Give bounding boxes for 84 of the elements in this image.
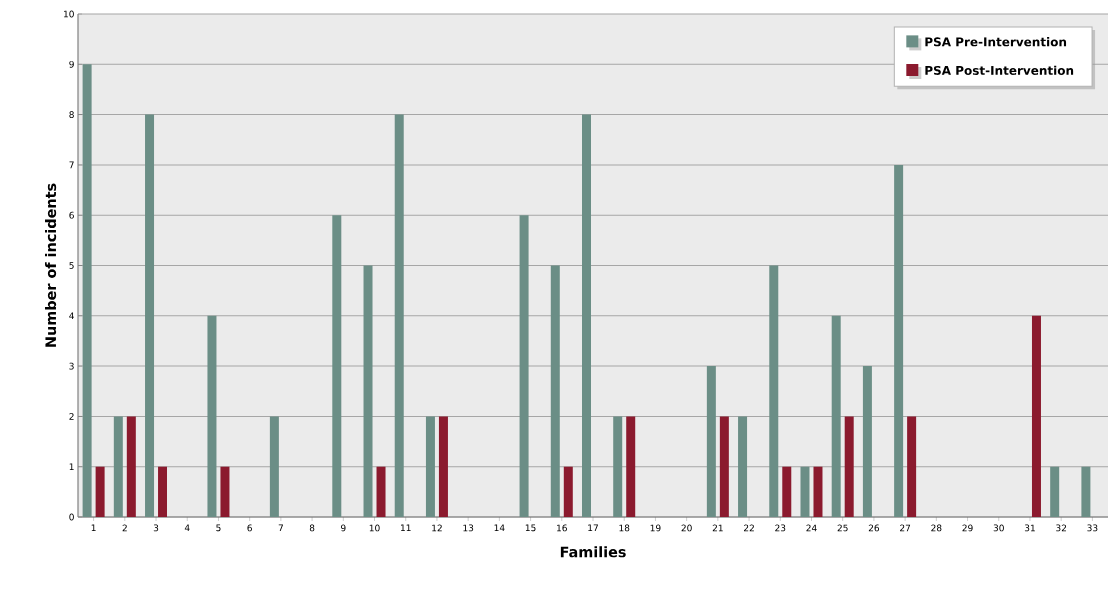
x-tick-label: 9: [341, 524, 346, 532]
x-tick-label: 32: [1056, 524, 1067, 532]
x-tick-label: 2: [122, 524, 127, 532]
bar: [894, 164, 904, 517]
bar: [113, 416, 123, 517]
bar: [363, 265, 373, 517]
bar: [782, 466, 792, 517]
bar: [706, 366, 716, 517]
bar: [425, 416, 435, 517]
x-tick-label: 6: [247, 524, 252, 532]
x-axis-title: Families: [560, 546, 626, 558]
x-tick-label: 21: [712, 524, 723, 532]
y-tick-label: 6: [69, 211, 74, 219]
legend-label: PSA Pre-Intervention: [925, 37, 1067, 47]
x-tick-label: 29: [962, 524, 973, 532]
x-tick-label: 10: [369, 524, 380, 532]
bar: [158, 466, 168, 517]
x-tick-label: 20: [681, 524, 692, 532]
bar: [907, 416, 917, 517]
x-tick-label: 8: [309, 524, 315, 532]
bar: [394, 114, 404, 517]
x-tick-label: 17: [588, 524, 598, 532]
bar: [376, 466, 386, 517]
x-tick-label: 31: [1024, 524, 1035, 532]
bar: [519, 215, 529, 517]
bar: [769, 265, 779, 517]
x-tick-label: 26: [868, 524, 880, 532]
bar: [438, 416, 448, 517]
x-tick-label: 1: [91, 524, 96, 532]
bar: [719, 416, 729, 517]
bar: [332, 215, 342, 517]
bar: [220, 466, 230, 517]
x-tick-label: 19: [650, 524, 661, 532]
bar: [1081, 466, 1091, 517]
bar: [582, 114, 591, 517]
x-tick-label: 18: [619, 524, 630, 532]
y-tick-label: 10: [64, 10, 74, 18]
y-tick-label: 7: [69, 161, 74, 169]
x-tick-label: 16: [557, 524, 567, 532]
x-tick-label: 25: [837, 524, 848, 532]
bar: [738, 416, 748, 517]
x-tick-label: 3: [153, 524, 159, 532]
x-tick-label: 24: [806, 524, 817, 532]
bar: [269, 416, 279, 517]
x-tick-label: 5: [216, 524, 221, 532]
y-tick-label: 8: [69, 111, 74, 118]
x-tick-label: 30: [993, 524, 1004, 532]
x-tick-label: 12: [432, 524, 442, 532]
x-tick-label: 23: [775, 524, 786, 532]
y-tick-label: 1: [69, 463, 74, 470]
bar: [1050, 466, 1060, 517]
x-tick-label: 15: [525, 524, 536, 532]
x-tick-label: 11: [400, 524, 411, 532]
y-axis-title: Number of incidents: [45, 183, 57, 347]
x-tick-label: 28: [931, 524, 942, 532]
x-tick-label: 27: [900, 524, 911, 532]
x-tick-label: 7: [278, 524, 283, 532]
legend-label: PSA Post-Intervention: [925, 65, 1074, 75]
y-tick-label: 3: [69, 362, 74, 370]
bar: [82, 64, 92, 517]
bar: [126, 416, 136, 517]
x-tick-label: 4: [184, 524, 190, 532]
bar: [550, 265, 560, 517]
y-tick-label: 9: [69, 60, 74, 68]
y-tick-label: 0: [69, 513, 74, 521]
bar: [563, 466, 573, 517]
x-tick-label: 13: [463, 524, 474, 532]
y-tick-label: 2: [69, 413, 74, 420]
bar: [613, 416, 623, 517]
bar: [831, 315, 841, 517]
bar: [862, 366, 872, 517]
bar: [207, 315, 217, 517]
bar: [813, 466, 823, 517]
y-tick-label: 5: [69, 262, 74, 269]
bar: [800, 466, 810, 517]
bar: [844, 416, 854, 517]
y-tick-label: 4: [69, 312, 74, 320]
bar: [1031, 315, 1041, 517]
bar: [626, 416, 636, 517]
x-tick-label: 14: [494, 524, 505, 532]
x-tick-label: 33: [1087, 524, 1098, 532]
x-tick-label: 22: [744, 524, 754, 532]
bar: [95, 466, 105, 517]
bar: [145, 114, 155, 517]
